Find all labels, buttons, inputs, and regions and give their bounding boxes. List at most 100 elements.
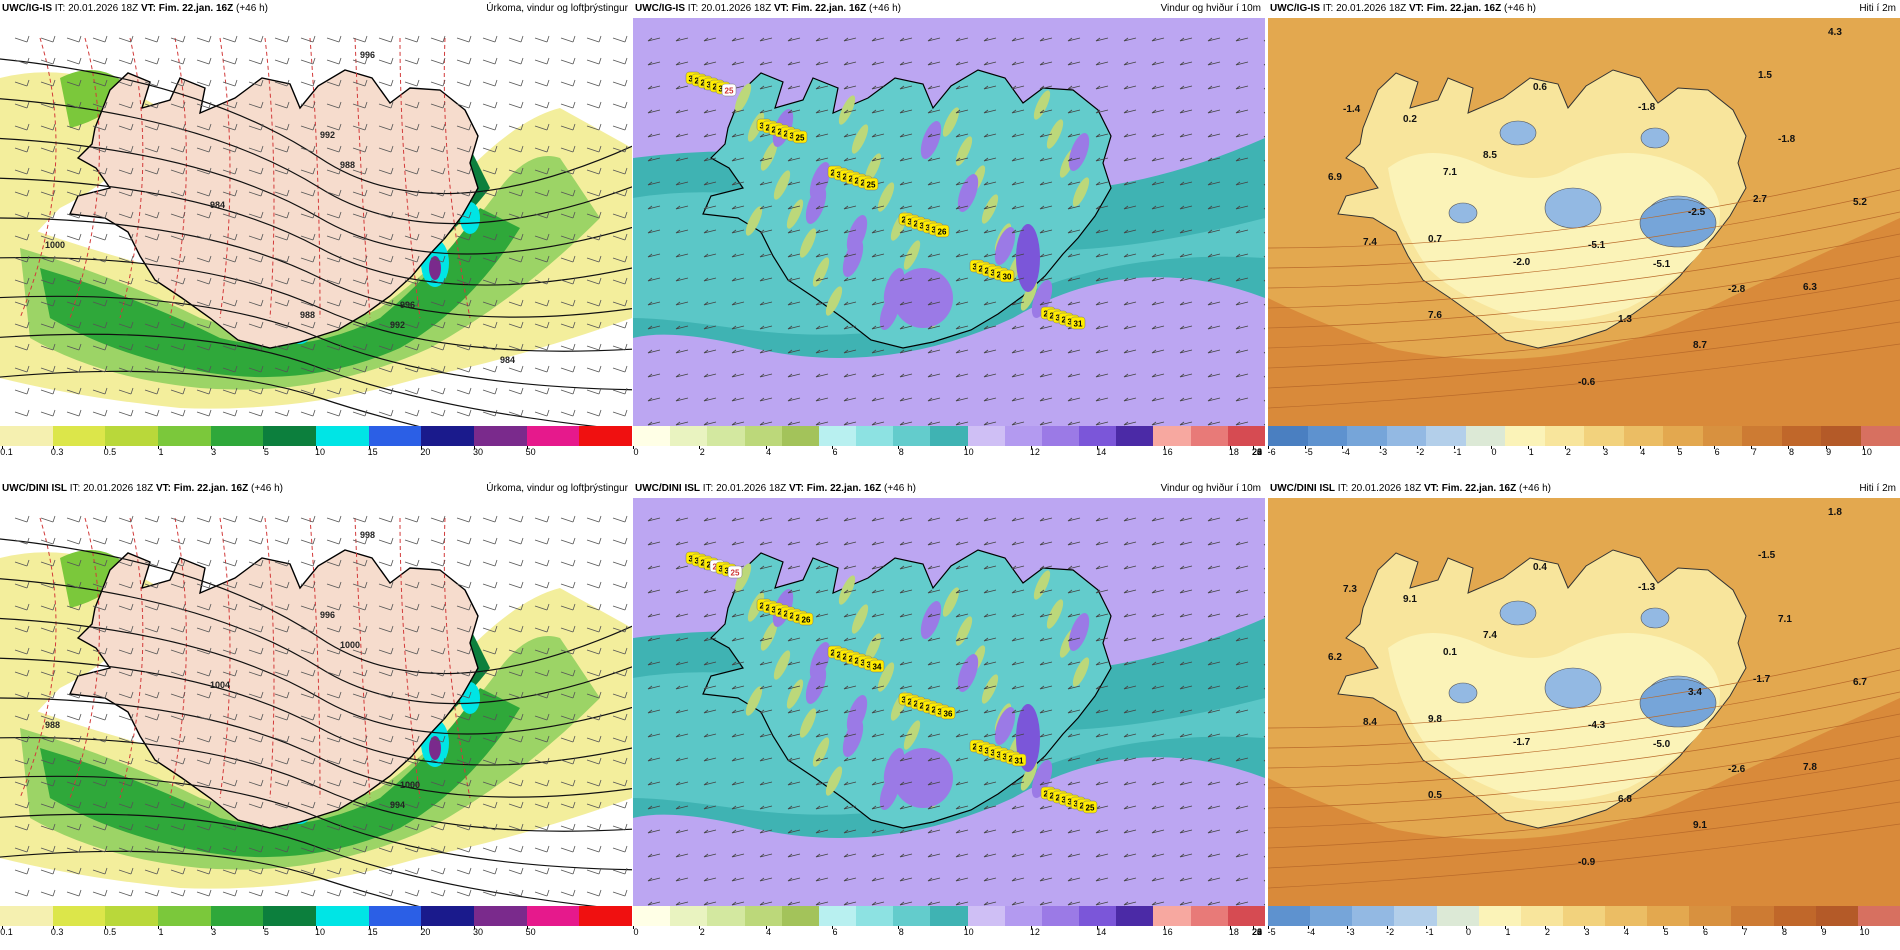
map-area[interactable]: 1.8 -1.5 7.3 9.1 0.4 -1.3 7.1 6.2 7.4 0.1 6.7 -1.7 3… xyxy=(1268,498,1900,906)
map-canvas[interactable]: 3130292633272828353427282826262625353328… xyxy=(633,18,1265,426)
colorbar-swatch xyxy=(967,426,1006,446)
colorbar-swatch xyxy=(1386,426,1427,446)
panel-header: UWC/IG-IS IT: 20.01.2026 18Z VT: Fim. 22… xyxy=(1268,0,1900,18)
map-canvas[interactable]: 1.8 -1.5 7.3 9.1 0.4 -1.3 7.1 6.2 7.4 0.1 6.7 -1.7 3… xyxy=(1268,498,1900,906)
gust-value-label: 34 xyxy=(869,659,885,673)
colorbar-swatch xyxy=(105,906,159,926)
temperature-label: 6.2 xyxy=(1328,652,1342,663)
colorbar-tick-label: 0 xyxy=(633,927,639,937)
isobar-label: 994 xyxy=(390,800,405,810)
colorbar-swatch xyxy=(1352,906,1395,926)
isobar-label: 992 xyxy=(390,320,405,330)
colorbar-swatch xyxy=(1773,906,1817,926)
colorbar-tick-mark xyxy=(1623,926,1625,929)
colorbar-swatch xyxy=(1190,906,1229,926)
panel-header: UWC/DINI ISL IT: 20.01.2026 18Z VT: Fim.… xyxy=(0,480,632,498)
isobar-label: 998 xyxy=(360,530,375,540)
field-name: Hiti í 2m xyxy=(1859,483,1896,494)
panel-title: UWC/DINI ISL IT: 20.01.2026 18Z VT: Fim.… xyxy=(2,480,283,498)
map-canvas[interactable]: 996 992 988 984 1000 996 992 988 984 xyxy=(0,18,632,426)
colorbar-swatch xyxy=(316,906,370,926)
colorbar-tick-mark xyxy=(1416,446,1418,449)
colorbar-swatch xyxy=(1623,426,1664,446)
colorbar-tick-mark xyxy=(1465,926,1467,929)
colorbar-tick-label: 50 xyxy=(525,447,536,457)
colorbar-swatch xyxy=(368,906,422,926)
colorbar-swatch xyxy=(1347,426,1387,446)
map-canvas[interactable]: 4.3 1.5 -1.4 0.2 0.6 -1.8 -1.8 6.9 8.5 7.1 5.2 2.7 -… xyxy=(1268,18,1900,426)
map-canvas[interactable]: 3029253027263426292637282730262731252427… xyxy=(633,498,1265,906)
map-area[interactable]: 3130292633272828353427282826262625353328… xyxy=(633,18,1265,426)
valid-time: Fim. 22.jan. 16Z xyxy=(173,483,249,494)
colorbar-tick-mark xyxy=(1565,446,1567,449)
colorbar-tick-label: 10 xyxy=(1859,927,1870,937)
colorbar-swatch xyxy=(818,906,857,926)
temperature-label: 0.2 xyxy=(1403,114,1417,125)
colorbar-tick-label: 30 xyxy=(472,447,484,457)
colorbar-swatch xyxy=(1821,426,1861,446)
colorbar-tick-mark xyxy=(1229,446,1231,449)
colorbar: 0 2 4 6 8 10 12 14 16 18 20 22 24 26 28 xyxy=(633,906,1266,942)
map-area[interactable]: 4.3 1.5 -1.4 0.2 0.6 -1.8 -1.8 6.9 8.5 7.1 5.2 2.7 -… xyxy=(1268,18,1900,426)
valid-label: VT: xyxy=(140,3,156,14)
colorbar-tick-label: 8 xyxy=(898,447,904,457)
colorbar-tick-label: 24 xyxy=(1251,927,1263,937)
colorbar-tick-label: 20 xyxy=(1251,927,1263,937)
colorbar-tick-label: -1 xyxy=(1425,927,1434,937)
svg-text:31: 31 xyxy=(1015,757,1024,766)
isobar-label: 1004 xyxy=(210,680,230,690)
forecast-panel: UWC/IG-IS IT: 20.01.2026 18Z VT: Fim. 22… xyxy=(0,0,633,462)
map-area[interactable]: 3029253027263426292637282730262731252427… xyxy=(633,498,1265,906)
temperature-label: 9.8 xyxy=(1428,714,1442,725)
colorbar-tick-mark xyxy=(1253,926,1254,929)
colorbar-tick-label: -3 xyxy=(1379,447,1388,457)
colorbar-tick-label: -2 xyxy=(1416,447,1425,457)
colorbar-swatch xyxy=(52,426,106,446)
temperature-label: 7.4 xyxy=(1483,630,1497,641)
temperature-label: 8.5 xyxy=(1483,150,1497,161)
colorbar-tick-mark xyxy=(1229,926,1231,929)
colorbar-tick-mark xyxy=(1788,446,1790,449)
colorbar-tick-label: 1 xyxy=(1528,447,1534,457)
temperature-label: -1.8 xyxy=(1778,134,1796,145)
model-name: UWC/DINI ISL xyxy=(635,483,700,494)
temperature-label: 9.1 xyxy=(1403,594,1417,605)
temperature-label: -0.6 xyxy=(1578,377,1596,388)
temperature-label: -1.4 xyxy=(1343,104,1361,115)
temperature-label: -5.1 xyxy=(1588,240,1606,251)
colorbar-swatch xyxy=(1153,426,1192,446)
colorbar-tick-mark xyxy=(1742,926,1743,929)
map-canvas[interactable]: 998 996 1000 1004 988 1000 994 xyxy=(0,498,632,906)
gust-value-label: 26 xyxy=(934,224,950,238)
colorbar-tick-mark xyxy=(1602,446,1604,449)
colorbar-tick-label: 2 xyxy=(699,927,705,937)
temperature-label: -5.1 xyxy=(1653,259,1671,270)
colorbar-swatch xyxy=(1079,426,1117,446)
colorbar-swatch xyxy=(1307,426,1348,446)
colorbar-swatch xyxy=(1436,906,1480,926)
temperature-label: 8.4 xyxy=(1363,717,1377,728)
colorbar-swatch xyxy=(579,906,633,926)
valid-time: Fim. 22.jan. 16Z xyxy=(1441,483,1517,494)
colorbar-tick-label: 3 xyxy=(211,927,217,937)
colorbar-tick-mark xyxy=(105,926,107,929)
colorbar-tick-mark xyxy=(699,926,701,929)
colorbar-swatch xyxy=(263,906,317,926)
gust-value-label: 25 xyxy=(1082,800,1098,814)
colorbar-swatch xyxy=(930,426,969,446)
colorbar-swatch xyxy=(1815,906,1859,926)
map-area[interactable]: 998 996 1000 1004 988 1000 994 xyxy=(0,498,632,906)
colorbar-tick-mark xyxy=(1821,926,1822,929)
colorbar-tick-mark xyxy=(1097,446,1099,449)
map-area[interactable]: 996 992 988 984 1000 996 992 988 984 xyxy=(0,18,632,426)
colorbar-tick-label: 1 xyxy=(158,927,164,937)
temperature-label: -2.6 xyxy=(1728,764,1746,775)
gust-value-label: 31 xyxy=(1011,753,1027,767)
colorbar-tick-label: 0.5 xyxy=(103,447,117,457)
colorbar: -6 -5 -4 -3 -2 -1 0 1 2 3 4 5 6 7 8 9 10 xyxy=(1268,426,1900,462)
colorbar-tick-mark xyxy=(1347,926,1348,929)
colorbar-tick-label: 15 xyxy=(367,927,378,937)
forecast-panel: UWC/DINI ISL IT: 20.01.2026 18Z VT: Fim.… xyxy=(0,480,633,942)
colorbar-tick-mark xyxy=(1305,446,1307,449)
temperature-label: 9.1 xyxy=(1693,820,1707,831)
